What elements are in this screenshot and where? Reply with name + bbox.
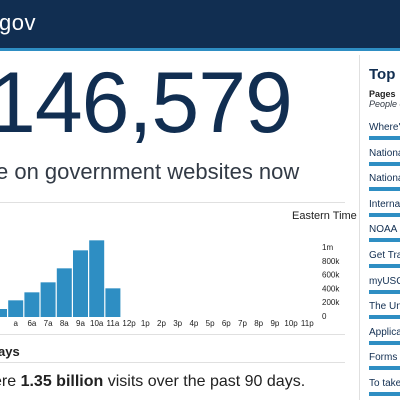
x-tick-label: 9p (270, 319, 279, 328)
x-tick-label: 7a (44, 319, 53, 328)
top-pages-title: Top 2 (369, 66, 400, 83)
x-tick-label: 3p (173, 319, 182, 328)
top-page-bar (369, 392, 400, 396)
top-page-link[interactable]: Forms & (369, 352, 400, 364)
summary-prefix: ere (0, 373, 17, 390)
top-page-bar (369, 212, 400, 217)
top-page-link[interactable]: Nationa (369, 147, 400, 159)
chart-bar (24, 292, 40, 317)
x-tick-label: a (13, 319, 18, 328)
top-page-link[interactable]: To take (369, 378, 400, 389)
x-tick-label: 6p (222, 319, 231, 328)
y-tick-label: 400k (322, 284, 340, 293)
x-tick-label: 11p (301, 319, 314, 328)
top-page-bar (369, 238, 400, 243)
top-page-bar (369, 366, 400, 371)
top-page-link[interactable]: Get Tra (369, 250, 400, 261)
top-page-link[interactable]: Applicat (369, 326, 400, 338)
site-title[interactable]: gov (0, 10, 36, 35)
summary-suffix: visits over the past 90 days. (103, 373, 306, 390)
top-page-item[interactable]: Where's (369, 122, 400, 146)
y-tick-label: 0 (322, 312, 327, 321)
hourly-visits-chart: a 6a 7a 8a 9a 10a 11a 12p 1p 2p 3p 4p 5p 6p 7p 8p 9p 10p 1… (0, 240, 340, 328)
y-tick-label: 200k (322, 298, 340, 307)
x-tick-label: 6a (27, 319, 36, 328)
top-page-item[interactable]: The Uni (369, 301, 400, 325)
x-tick-label: 1p (141, 319, 150, 328)
top-page-link[interactable]: Where's (369, 122, 400, 133)
top-page-bar (369, 136, 400, 140)
chart-bar (73, 250, 88, 317)
chart-bar (56, 268, 72, 317)
x-tick-label: 2p (157, 319, 166, 328)
top-page-bar (369, 264, 400, 268)
timezone-label: Eastern Time (292, 210, 357, 222)
top-page-item[interactable]: To take (369, 378, 400, 402)
x-tick-label: 5p (206, 319, 215, 328)
x-tick-label: 8a (60, 319, 69, 328)
section-heading: ays (0, 344, 20, 359)
x-tick-label: 11a (107, 319, 120, 328)
realtime-caption: e on government websites now (0, 159, 300, 184)
x-tick-label: 12p (122, 319, 136, 328)
realtime-visitor-count: 146,579 (0, 55, 293, 151)
top-page-item[interactable]: Nationa (369, 148, 400, 172)
top-page-link[interactable]: The Uni (369, 301, 400, 313)
top-page-item[interactable]: Forms & (369, 352, 400, 376)
y-tick-label: 600k (322, 271, 340, 280)
panel-divider (359, 55, 360, 400)
top-page-item[interactable]: Internal (369, 199, 400, 223)
top-page-bar (369, 187, 400, 192)
top-page-item[interactable]: Nationa (369, 173, 400, 197)
top-page-bar (369, 340, 400, 345)
chart-bar (8, 300, 24, 317)
divider (0, 362, 345, 363)
divider (0, 334, 345, 335)
divider (0, 202, 345, 203)
top-page-bar (369, 289, 400, 294)
header-accent-stripe (0, 48, 400, 51)
summary-highlight: 1.35 billion (20, 373, 104, 390)
x-tick-label: 7p (238, 319, 247, 328)
top-page-link[interactable]: myUSCI (369, 275, 400, 287)
x-tick-label: 10p (284, 319, 298, 328)
top-page-item[interactable]: myUSCI (369, 276, 400, 300)
top-page-link[interactable]: Internal (369, 198, 400, 210)
top-page-link[interactable]: NOAA - (369, 224, 400, 236)
chart-bar (89, 240, 105, 317)
top-page-item[interactable]: NOAA - (369, 224, 400, 248)
top-pages-subtitle: Pages (369, 89, 396, 99)
site-header: gov (0, 0, 400, 48)
top-page-item[interactable]: Applicat (369, 327, 400, 351)
x-tick-label: 10a (90, 319, 104, 328)
top-page-bar (369, 315, 400, 320)
chart-bar (105, 288, 121, 317)
top-pages-description: People o (369, 99, 400, 109)
x-tick-label: 8p (254, 319, 263, 328)
top-page-link[interactable]: Nationa (369, 173, 400, 185)
top-page-item[interactable]: Get Tra (369, 250, 400, 274)
chart-bar (40, 282, 56, 317)
visits-summary: ere 1.35 billion visits over the past 90… (0, 373, 305, 391)
top-page-bar (369, 161, 400, 166)
chart-bar (0, 309, 7, 317)
y-tick-label: 800k (322, 257, 340, 266)
x-tick-label: 9a (76, 319, 85, 328)
x-tick-label: 4p (189, 319, 198, 328)
y-tick-label: 1m (322, 243, 333, 252)
